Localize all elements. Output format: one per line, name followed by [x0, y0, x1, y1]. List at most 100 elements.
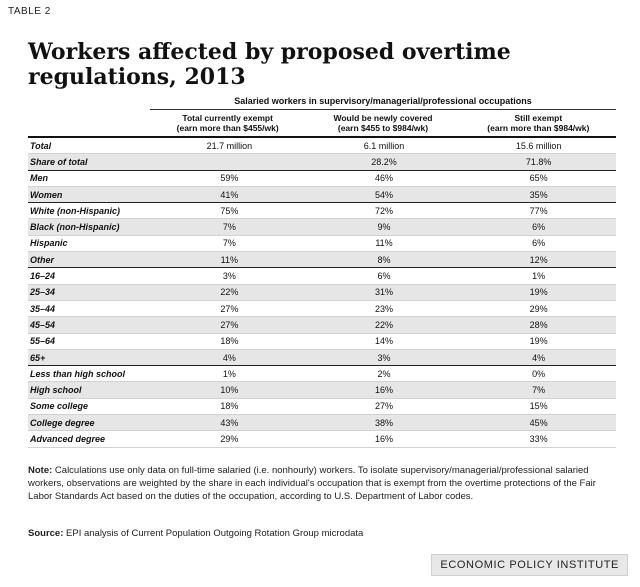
table-row: 45–54 27% 22% 28%	[28, 317, 616, 334]
table-row: Share of total 28.2% 71.8%	[28, 154, 616, 171]
table-cell: 11%	[220, 254, 239, 265]
table-cell: 10%	[220, 385, 239, 396]
organization-badge: ECONOMIC POLICY INSTITUTE	[431, 554, 628, 576]
table-cell: 27%	[220, 319, 239, 330]
table-row: Other 11% 8% 12%	[28, 252, 616, 269]
row-label: Men	[30, 173, 48, 184]
table-body: Total 21.7 million 6.1 million 15.6 million…	[28, 138, 616, 448]
table-cell: 29%	[220, 433, 239, 444]
table-number-label: TABLE 2	[8, 6, 51, 17]
table-cell: 27%	[220, 303, 239, 314]
table-row: Black (non-Hispanic) 7% 9% 6%	[28, 219, 616, 236]
table-cell: 22%	[220, 287, 239, 298]
table-cell: 72%	[375, 205, 394, 216]
table-row: Hispanic 7% 11% 6%	[28, 236, 616, 253]
column-header-line1: Still exempt	[514, 113, 563, 123]
row-label: High school	[30, 385, 82, 396]
table-cell: 3%	[222, 271, 236, 282]
table-row: Women 41% 54% 35%	[28, 186, 616, 204]
row-label: Hispanic	[30, 238, 68, 249]
table-cell: 16%	[375, 385, 394, 396]
table-cell: 45%	[529, 417, 548, 428]
table-row: Some college 18% 27% 15%	[28, 399, 616, 416]
table-cell: 31%	[375, 287, 394, 298]
table-cell: 14%	[375, 336, 394, 347]
table-cell: 28.2%	[371, 156, 397, 167]
table-cell: 12%	[529, 254, 548, 265]
table-cell: 7%	[532, 385, 546, 396]
row-label: Share of total	[30, 156, 88, 167]
row-label: Advanced degree	[30, 433, 106, 444]
table-row: 55–64 18% 14% 19%	[28, 334, 616, 350]
column-header-line2: (earn $455 to $984/wk)	[337, 123, 429, 133]
table-cell: 59%	[220, 173, 239, 184]
column-header-still-exempt: Still exempt (earn more than $984/wk)	[461, 113, 616, 133]
column-header-line2: (earn more than $984/wk)	[487, 123, 590, 133]
row-label: Women	[30, 189, 63, 200]
table-cell: 15%	[529, 401, 548, 412]
table-cell: 11%	[375, 238, 393, 249]
table-row: High school 10% 16% 7%	[28, 382, 616, 399]
table-cell: 2%	[377, 368, 391, 379]
table-cell: 7%	[222, 222, 236, 233]
table-cell: 6%	[377, 271, 391, 282]
table-cell: 1%	[532, 271, 546, 282]
table-source: Source: EPI analysis of Current Populati…	[28, 528, 608, 539]
column-header-newly-covered: Would be newly covered (earn $455 to $98…	[305, 113, 460, 133]
table-cell: 54%	[375, 189, 394, 200]
table-cell: 6%	[532, 238, 546, 249]
table-row: 35–44 27% 23% 29%	[28, 301, 616, 318]
table-row: 65+ 4% 3% 4%	[28, 349, 616, 367]
note-label: Note:	[28, 465, 53, 476]
table-title: Workers affected by proposed overtime re…	[28, 39, 511, 90]
row-label: 35–44	[30, 303, 56, 314]
table-note: Note: Calculations use only data on full…	[28, 464, 608, 503]
source-label: Source:	[28, 528, 64, 539]
row-label: 45–54	[30, 319, 56, 330]
table-cell: 19%	[529, 336, 548, 347]
row-label: White (non-Hispanic)	[30, 205, 120, 216]
table-cell: 33%	[529, 433, 548, 444]
table-cell: 0%	[532, 368, 546, 379]
table-cell: 21.7 million	[206, 140, 253, 151]
table-row: 25–34 22% 31% 19%	[28, 284, 616, 301]
table-cell: 15.6 million	[515, 140, 562, 151]
table-cell: 8%	[377, 254, 391, 265]
column-header-total-exempt: Total currently exempt (earn more than $…	[150, 113, 305, 133]
column-group-header: Salaried workers in supervisory/manageri…	[150, 96, 616, 110]
note-text: Calculations use only data on full-time …	[28, 465, 596, 502]
table-cell: 46%	[375, 173, 394, 184]
table-cell: 6.1 million	[363, 140, 405, 151]
table-cell: 1%	[222, 368, 236, 379]
column-header-line1: Total currently exempt	[182, 113, 273, 123]
row-label: 16–24	[30, 271, 56, 282]
table-row: Less than high school 1% 2% 0%	[28, 366, 616, 383]
table-cell: 9%	[377, 222, 391, 233]
column-headers: Total currently exempt (earn more than $…	[28, 110, 616, 138]
row-label: 55–64	[30, 336, 56, 347]
column-header-line1: Would be newly covered	[333, 113, 433, 123]
table-cell: 77%	[529, 205, 548, 216]
row-label: Less than high school	[30, 368, 126, 379]
row-label: Some college	[30, 401, 89, 412]
row-label: 25–34	[30, 287, 56, 298]
table-cell: 18%	[220, 336, 239, 347]
table-cell: 7%	[222, 238, 236, 249]
table-cell: 16%	[375, 433, 394, 444]
table-cell: 22%	[375, 319, 394, 330]
table-cell: 43%	[220, 417, 239, 428]
table-cell: 4%	[532, 352, 546, 363]
table-cell: 3%	[377, 352, 391, 363]
table-row: Advanced degree 29% 16% 33%	[28, 431, 616, 448]
row-label: Black (non-Hispanic)	[30, 222, 120, 233]
column-header-line2: (earn more than $455/wk)	[176, 123, 279, 133]
table-row: 16–24 3% 6% 1%	[28, 268, 616, 285]
table-cell: 71.8%	[525, 156, 552, 167]
table-cell: 19%	[529, 287, 548, 298]
row-label: Other	[30, 254, 55, 265]
data-table: Salaried workers in supervisory/manageri…	[28, 96, 616, 448]
table-cell: 29%	[529, 303, 548, 314]
row-label: 65+	[30, 352, 46, 363]
source-text: EPI analysis of Current Population Outgo…	[66, 528, 364, 539]
table-cell: 18%	[220, 401, 239, 412]
